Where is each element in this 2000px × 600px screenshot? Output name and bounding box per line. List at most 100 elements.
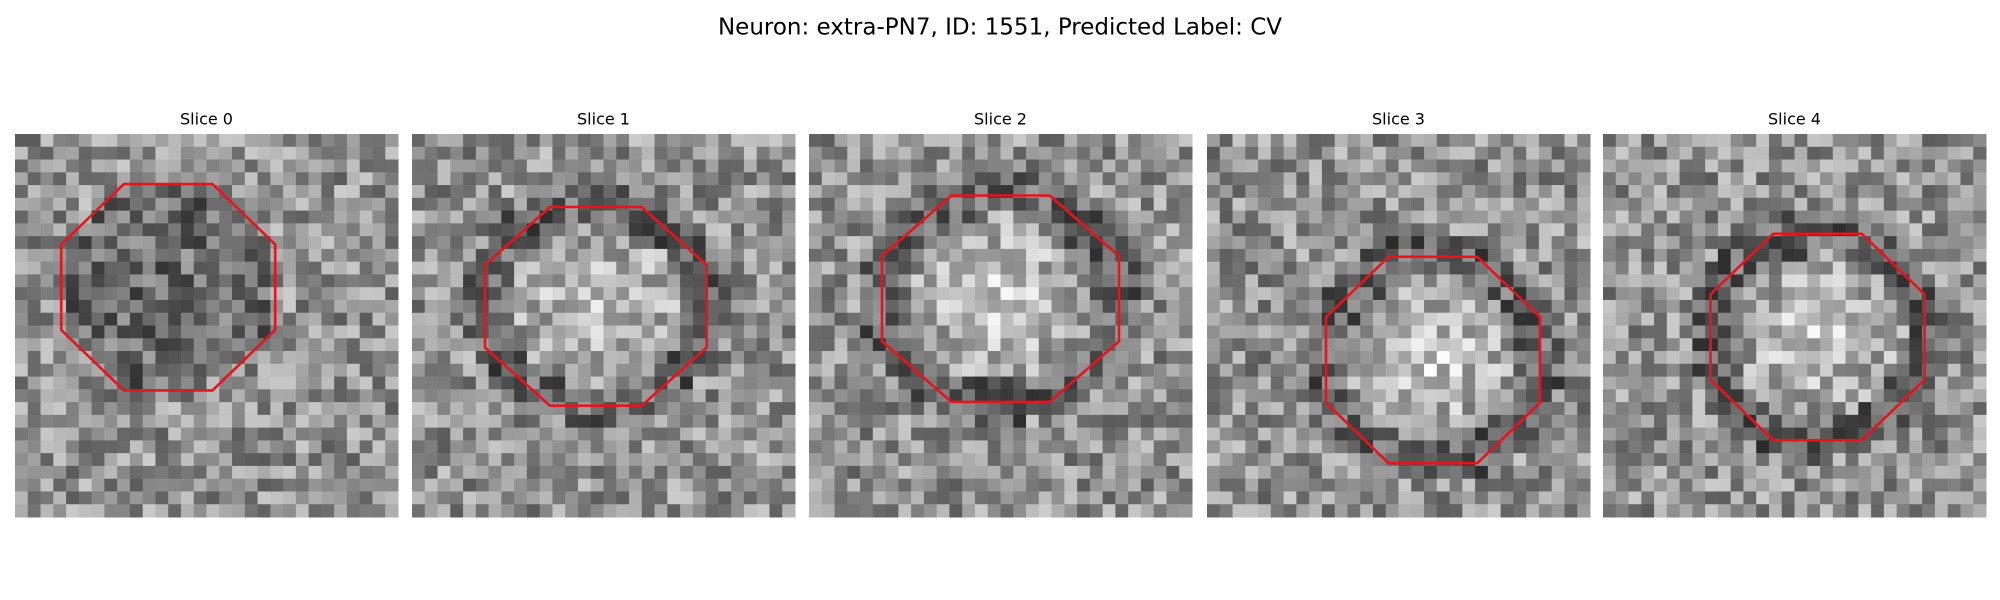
pixel xyxy=(629,274,643,288)
pixel xyxy=(1064,210,1078,224)
pixel xyxy=(1922,172,1936,186)
pixel xyxy=(308,261,322,275)
pixel xyxy=(1960,197,1974,212)
pixel xyxy=(1820,134,1834,148)
pixel xyxy=(206,146,220,161)
pixel xyxy=(743,402,758,416)
pixel xyxy=(1538,274,1553,288)
pixel xyxy=(1654,351,1668,365)
pixel xyxy=(168,427,182,441)
pixel xyxy=(1768,414,1783,429)
pixel xyxy=(501,414,515,429)
pixel xyxy=(412,299,426,314)
pixel xyxy=(756,159,770,173)
pixel xyxy=(1794,248,1808,263)
pixel xyxy=(1513,465,1527,480)
pixel xyxy=(1679,210,1693,224)
pixel xyxy=(1360,172,1374,186)
pixel xyxy=(809,465,823,480)
pixel xyxy=(1000,363,1014,378)
pixel xyxy=(1947,299,1961,314)
pixel xyxy=(834,236,848,250)
pixel xyxy=(27,414,42,429)
pixel xyxy=(782,274,796,288)
pixel xyxy=(1398,504,1412,518)
pixel xyxy=(1934,389,1949,403)
pixel xyxy=(1245,478,1259,492)
pixel xyxy=(577,465,592,480)
pixel xyxy=(15,478,29,492)
pixel xyxy=(295,299,310,314)
pixel xyxy=(1258,504,1272,518)
pixel xyxy=(552,210,566,224)
pixel xyxy=(1551,261,1565,275)
pixel xyxy=(206,134,220,148)
pixel xyxy=(168,261,182,275)
pixel xyxy=(488,478,502,492)
pixel xyxy=(616,299,630,314)
pixel xyxy=(1705,465,1719,480)
pixel xyxy=(821,274,836,288)
pixel xyxy=(667,299,681,314)
pixel xyxy=(142,299,156,314)
pixel xyxy=(974,504,989,518)
pixel xyxy=(1679,299,1693,314)
pixel xyxy=(514,363,528,378)
pixel xyxy=(346,414,361,429)
pixel xyxy=(629,172,643,186)
pixel xyxy=(514,351,528,365)
pixel xyxy=(1858,389,1872,403)
pixel xyxy=(705,197,719,212)
pixel xyxy=(1321,363,1336,378)
pixel xyxy=(577,376,592,390)
pixel xyxy=(1258,299,1272,314)
pixel xyxy=(603,389,617,403)
pixel xyxy=(1064,223,1078,237)
pixel xyxy=(1794,465,1808,480)
pixel xyxy=(450,223,464,237)
pixel xyxy=(885,478,899,492)
panel: Slice 1 xyxy=(412,110,796,518)
pixel xyxy=(616,172,630,186)
pixel xyxy=(257,504,271,518)
pixel xyxy=(1730,287,1744,301)
pixel xyxy=(475,504,490,518)
pixel xyxy=(1922,159,1936,173)
pixel xyxy=(463,172,477,186)
pixel xyxy=(962,351,976,365)
pixel xyxy=(641,478,656,492)
pixel xyxy=(1692,414,1706,429)
pixel xyxy=(1679,248,1693,263)
pixel xyxy=(667,134,681,148)
pixel xyxy=(1347,376,1361,390)
pixel xyxy=(66,351,80,365)
pixel xyxy=(1666,287,1681,301)
pixel xyxy=(308,274,322,288)
pixel xyxy=(1717,363,1732,378)
pixel xyxy=(1692,261,1706,275)
pixel xyxy=(847,414,861,429)
pixel xyxy=(15,236,29,250)
pixel xyxy=(1883,351,1898,365)
pixel xyxy=(475,427,490,441)
pixel xyxy=(1436,440,1451,454)
pixel xyxy=(475,389,490,403)
pixel xyxy=(526,478,541,492)
pixel xyxy=(1309,389,1323,403)
pixel xyxy=(244,440,259,454)
pixel xyxy=(1153,134,1167,148)
pixel xyxy=(974,414,989,429)
pixel xyxy=(1449,465,1463,480)
pixel xyxy=(1219,134,1234,148)
pixel xyxy=(1513,312,1527,326)
pixel xyxy=(872,453,887,467)
pixel xyxy=(1692,172,1706,186)
pixel xyxy=(949,223,963,237)
pixel xyxy=(629,210,643,224)
pixel xyxy=(1207,338,1221,352)
pixel xyxy=(346,261,361,275)
pixel xyxy=(1832,134,1847,148)
pixel xyxy=(577,491,592,505)
pixel xyxy=(129,299,144,314)
pixel xyxy=(860,338,874,352)
